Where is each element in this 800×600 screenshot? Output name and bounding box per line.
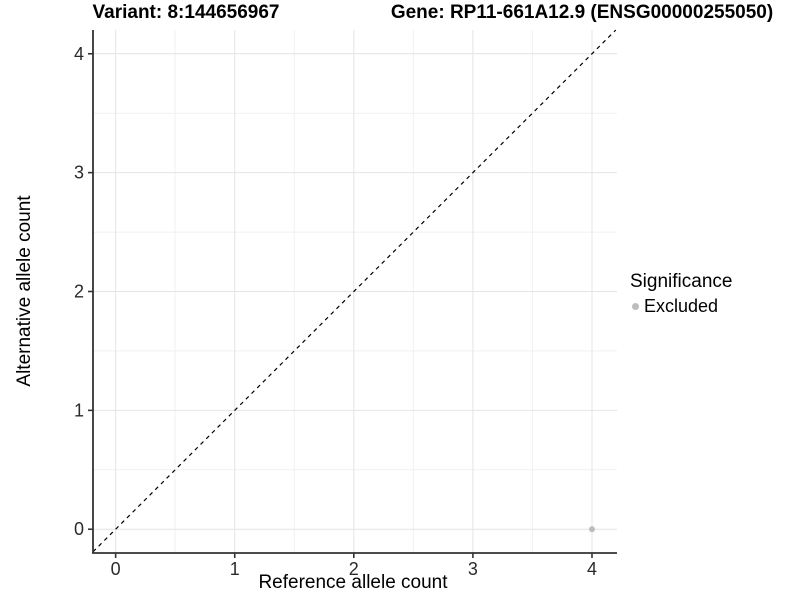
x-tick-label: 3: [468, 559, 478, 579]
legend-title: Significance: [630, 271, 733, 292]
data-point: [588, 526, 595, 533]
y-tick-label: 2: [74, 282, 84, 302]
legend-item-excluded: Excluded: [630, 296, 732, 317]
y-tick-label: 3: [74, 163, 84, 183]
x-axis-title: Reference allele count: [258, 572, 448, 593]
x-tick-label: 4: [587, 559, 597, 579]
legend-item-label: Excluded: [644, 296, 719, 316]
excluded-point-icon: [632, 303, 639, 310]
y-tick-label: 1: [74, 400, 84, 420]
legend: Significance Excluded: [630, 271, 732, 317]
variant-title: Variant: 8:144656967: [92, 2, 280, 23]
x-tick-label: 0: [111, 559, 121, 579]
y-tick-label: 0: [74, 519, 84, 539]
x-tick-label: 1: [230, 559, 240, 579]
y-tick-label: 4: [74, 44, 84, 64]
x-tick-label: 2: [349, 559, 359, 579]
identity-reference-line: [92, 29, 617, 553]
gene-title: Gene: RP11-661A12.9 (ENSG00000255050): [390, 2, 774, 23]
y-axis-title: Alternative allele count: [14, 195, 35, 387]
